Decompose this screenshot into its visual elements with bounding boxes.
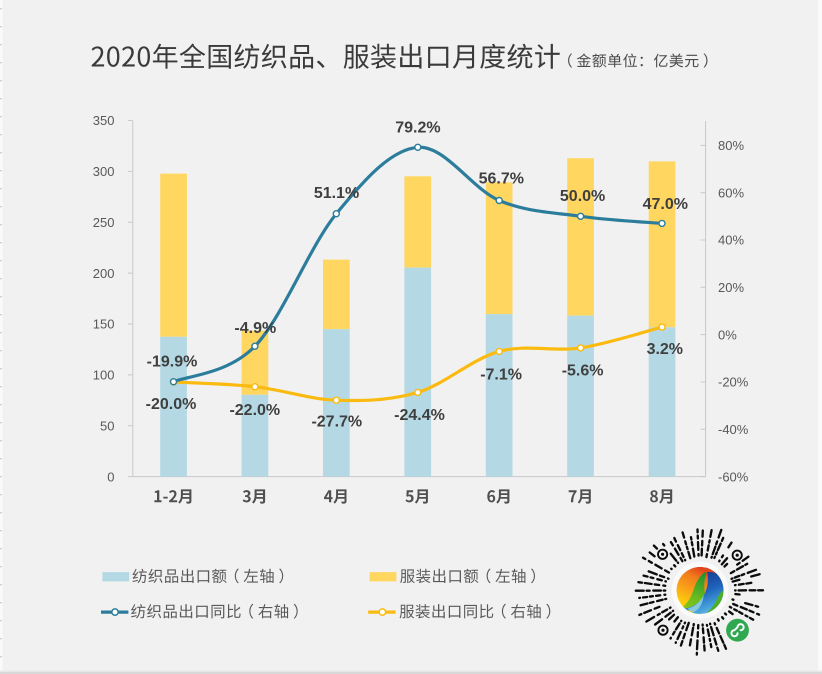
svg-text:-5.6%: -5.6% [562,362,604,379]
svg-text:-27.7%: -27.7% [311,414,362,431]
svg-text:-60%: -60% [718,469,749,484]
svg-text:80%: 80% [718,138,744,153]
svg-text:150: 150 [93,317,115,332]
svg-text:250: 250 [93,215,115,230]
svg-text:47.0%: 47.0% [643,196,688,213]
svg-text:350: 350 [93,113,115,128]
svg-text:200: 200 [93,266,115,281]
svg-text:40%: 40% [718,233,744,248]
svg-text:-20%: -20% [718,375,749,390]
svg-text:300: 300 [93,164,115,179]
svg-text:-7.1%: -7.1% [480,366,522,383]
svg-text:51.1%: 51.1% [314,185,359,202]
svg-text:3.2%: 3.2% [647,341,683,358]
svg-text:-40%: -40% [718,422,749,437]
svg-text:0%: 0% [718,327,737,342]
svg-text:-22.0%: -22.0% [229,402,280,419]
svg-text:79.2%: 79.2% [395,120,440,137]
svg-text:-19.9%: -19.9% [147,354,198,371]
svg-text:-4.9%: -4.9% [234,320,276,337]
svg-text:20%: 20% [718,280,744,295]
svg-text:0: 0 [107,469,114,484]
svg-text:100: 100 [93,368,115,383]
svg-text:50: 50 [100,418,114,433]
svg-text:-20.0%: -20.0% [146,396,197,413]
svg-text:50.0%: 50.0% [560,188,605,205]
svg-text:56.7%: 56.7% [479,171,524,188]
svg-text:60%: 60% [718,185,744,200]
svg-text:-24.4%: -24.4% [394,407,445,424]
